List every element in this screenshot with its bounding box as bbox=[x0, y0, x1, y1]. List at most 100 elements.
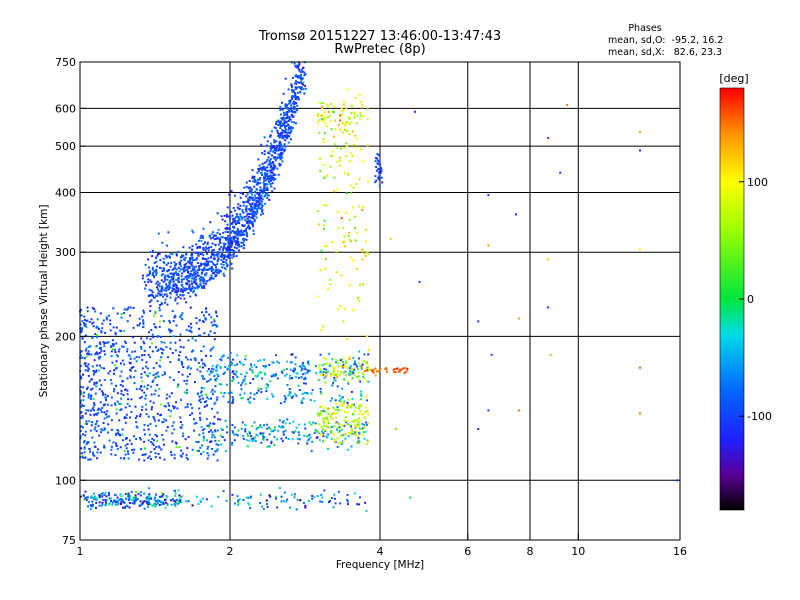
echo-point bbox=[270, 165, 273, 167]
info-line-x: mean, sd,X: 82.6, 23.3 bbox=[608, 47, 722, 58]
echo-point bbox=[323, 367, 326, 370]
echo-point bbox=[366, 108, 369, 110]
echo-point bbox=[259, 189, 262, 192]
echo-point bbox=[265, 175, 268, 178]
echo-point bbox=[80, 425, 83, 428]
echo-point bbox=[80, 405, 83, 408]
echo-point bbox=[269, 427, 271, 430]
echo-point bbox=[166, 275, 169, 278]
echo-point bbox=[296, 86, 299, 89]
echo-point bbox=[212, 368, 215, 371]
echo-point bbox=[338, 394, 341, 397]
echo-point bbox=[162, 269, 165, 272]
echo-point bbox=[278, 142, 281, 145]
echo-point bbox=[149, 503, 152, 506]
echo-point bbox=[226, 215, 228, 218]
echo-point bbox=[330, 102, 332, 105]
echo-point bbox=[100, 346, 102, 349]
echo-point bbox=[89, 458, 92, 461]
echo-point bbox=[147, 258, 150, 261]
echo-point bbox=[379, 166, 382, 169]
echo-point bbox=[343, 378, 346, 381]
echo-point bbox=[270, 440, 273, 443]
echo-point bbox=[92, 451, 95, 454]
echo-point bbox=[189, 295, 192, 298]
echo-point bbox=[331, 373, 334, 376]
echo-point bbox=[234, 236, 237, 239]
echo-point bbox=[265, 387, 268, 390]
echo-point bbox=[384, 368, 387, 371]
echo-point bbox=[208, 426, 210, 429]
echo-point bbox=[355, 430, 358, 433]
echo-point bbox=[297, 384, 300, 387]
echo-point bbox=[119, 446, 122, 449]
echo-point bbox=[354, 409, 357, 412]
echo-point bbox=[179, 416, 182, 419]
echo-point bbox=[81, 455, 84, 458]
echo-point bbox=[89, 413, 92, 416]
echo-point bbox=[354, 431, 357, 434]
echo-point bbox=[101, 501, 104, 504]
echo-point bbox=[353, 363, 356, 366]
data-points bbox=[79, 61, 679, 512]
echo-point bbox=[83, 391, 86, 394]
echo-point bbox=[180, 275, 183, 278]
echo-point bbox=[299, 86, 302, 89]
echo-point bbox=[343, 433, 346, 436]
echo-point bbox=[110, 404, 113, 407]
echo-point bbox=[114, 403, 117, 406]
echo-point bbox=[241, 208, 244, 211]
echo-point bbox=[263, 150, 266, 153]
echo-point bbox=[270, 375, 273, 378]
echo-point bbox=[204, 282, 207, 285]
echo-point bbox=[233, 235, 236, 238]
echo-point bbox=[82, 322, 85, 325]
echo-point bbox=[307, 363, 310, 366]
echo-point bbox=[230, 248, 233, 251]
echo-point bbox=[184, 265, 186, 268]
echo-point bbox=[517, 409, 520, 412]
echo-point bbox=[366, 144, 369, 147]
echo-point bbox=[160, 267, 163, 270]
echo-point bbox=[343, 147, 346, 149]
echo-point bbox=[121, 380, 124, 383]
echo-point bbox=[291, 102, 294, 105]
echo-point bbox=[320, 118, 323, 120]
echo-point bbox=[212, 268, 215, 271]
echo-point bbox=[273, 141, 276, 144]
echo-point bbox=[85, 347, 88, 350]
echo-point bbox=[217, 268, 219, 271]
echo-point bbox=[219, 238, 222, 241]
echo-point bbox=[248, 430, 251, 433]
echo-point bbox=[215, 266, 217, 269]
echo-point bbox=[196, 271, 199, 274]
echo-point bbox=[164, 301, 167, 304]
echo-point bbox=[197, 253, 200, 255]
echo-point bbox=[247, 398, 250, 401]
echo-point bbox=[247, 217, 250, 220]
echo-point bbox=[215, 253, 218, 256]
echo-point bbox=[369, 368, 372, 371]
echo-point bbox=[367, 349, 370, 352]
echo-point bbox=[112, 307, 115, 310]
echo-point bbox=[337, 426, 339, 429]
echo-point bbox=[291, 431, 294, 433]
echo-point bbox=[223, 256, 226, 259]
echo-point bbox=[107, 372, 110, 375]
echo-point bbox=[230, 231, 233, 234]
echo-point bbox=[81, 320, 84, 323]
echo-point bbox=[227, 255, 230, 258]
echo-point bbox=[360, 366, 363, 369]
echo-point bbox=[171, 253, 174, 256]
echo-point bbox=[278, 146, 281, 149]
echo-point bbox=[274, 178, 277, 181]
echo-point bbox=[237, 381, 240, 384]
echo-point bbox=[381, 181, 384, 184]
echo-point bbox=[111, 343, 114, 346]
echo-point bbox=[161, 495, 164, 498]
echo-point bbox=[167, 262, 170, 265]
echo-point bbox=[263, 167, 266, 170]
echo-point bbox=[153, 503, 156, 506]
echo-point bbox=[143, 280, 146, 283]
echo-point bbox=[117, 350, 120, 353]
